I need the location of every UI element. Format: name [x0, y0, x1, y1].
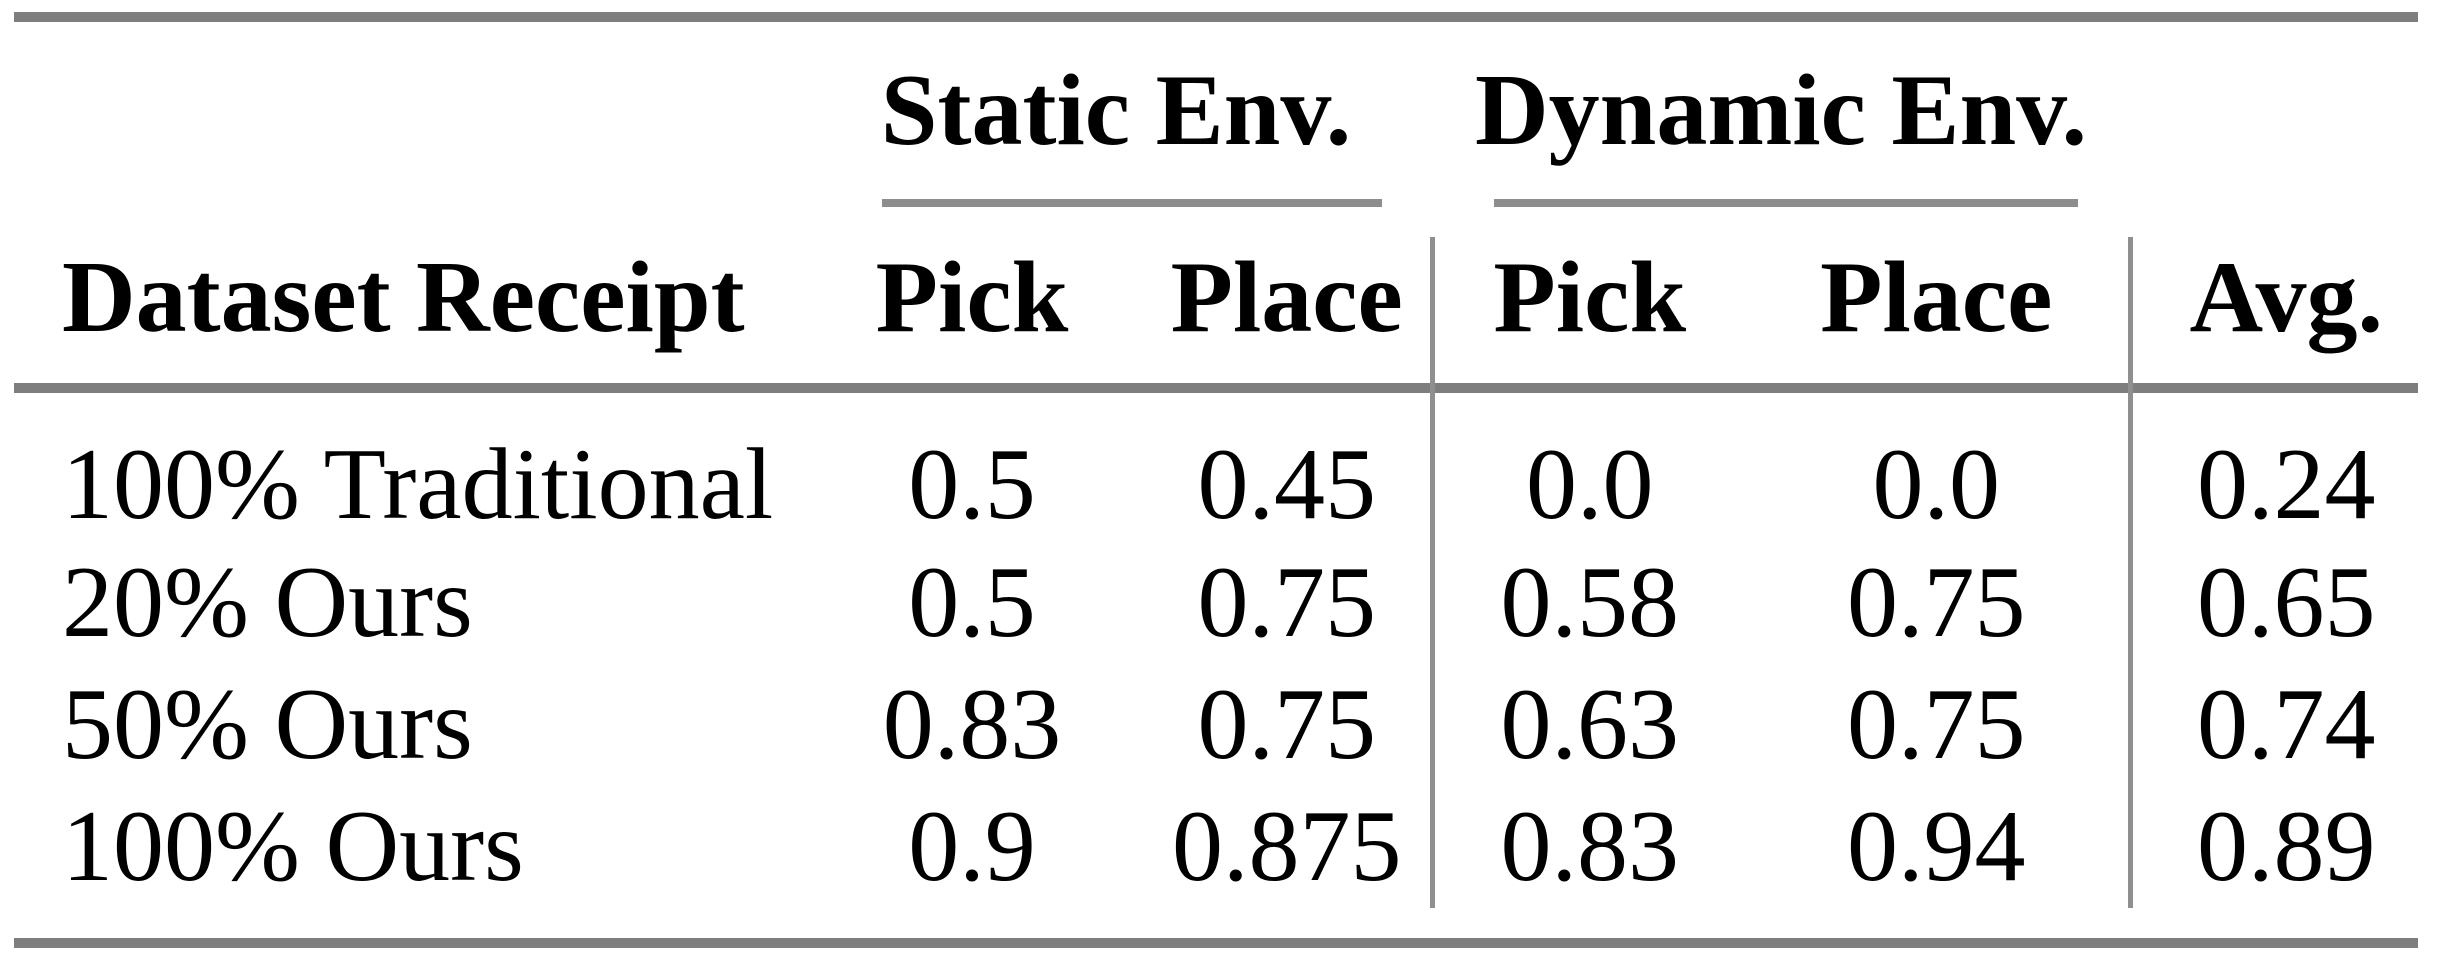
cell-static-place: 0.75 — [1197, 668, 1377, 781]
cell-static-pick: 0.9 — [908, 790, 1036, 903]
table-top-rule — [14, 12, 2418, 22]
table-row: 100% Traditional 0.5 0.45 0.0 0.0 0.24 — [0, 384, 2440, 542]
cell-static-place: 0.875 — [1172, 790, 1402, 903]
cell-dynamic-place: 0.0 — [1872, 428, 2001, 541]
cell-static-pick: 0.83 — [882, 668, 1062, 781]
table-row: 20% Ours 0.5 0.75 0.58 0.75 0.65 — [0, 542, 2440, 664]
row-label: 100% Traditional — [62, 428, 774, 541]
cell-avg: 0.74 — [2127, 664, 2440, 786]
row-label: 100% Ours — [62, 790, 524, 903]
cell-avg: 0.89 — [2127, 786, 2440, 908]
table-row: 100% Ours 0.9 0.875 0.83 0.94 0.89 — [0, 786, 2440, 908]
group-header-dynamic-env-label: Dynamic Env. — [1474, 53, 2088, 167]
cmidrule-static — [882, 199, 1382, 207]
cell-dynamic-place: 0.75 — [1847, 668, 2026, 781]
cell-dynamic-pick: 0.83 — [1429, 786, 1745, 908]
cell-dynamic-place: 0.94 — [1847, 790, 2026, 903]
results-table: Static Env. Dynamic Env. Dataset Receipt… — [0, 22, 2440, 908]
cell-static-place: 0.45 — [1197, 428, 1377, 541]
cell-dynamic-place: 0.75 — [1847, 546, 2026, 659]
cell-static-pick: 0.5 — [908, 546, 1036, 659]
cell-dynamic-pick: 0.63 — [1429, 664, 1745, 786]
cmidrule-dynamic — [1494, 199, 2079, 207]
group-header-static-env-label: Static Env. — [880, 53, 1352, 167]
row-label: 20% Ours — [62, 546, 473, 659]
column-header-dataset-receipt: Dataset Receipt — [62, 240, 745, 354]
cell-static-pick: 0.5 — [908, 428, 1036, 541]
row-label: 50% Ours — [62, 668, 473, 781]
table-header-rule — [14, 383, 2418, 393]
group-header-spacer — [0, 22, 800, 237]
column-header-dynamic-place: Place — [1820, 240, 2053, 354]
cell-avg: 0.24 — [2127, 384, 2440, 542]
group-header-row: Static Env. Dynamic Env. — [0, 22, 2440, 237]
group-header-spacer — [2130, 22, 2440, 237]
cell-static-place: 0.75 — [1197, 546, 1377, 659]
cell-dynamic-pick: 0.0 — [1429, 384, 1745, 542]
group-header-static-env: Static Env. — [800, 22, 1432, 237]
table-row: 50% Ours 0.83 0.75 0.63 0.75 0.74 — [0, 664, 2440, 786]
column-header-static-pick: Pick — [875, 240, 1069, 354]
column-header-static-place: Place — [1170, 240, 1403, 354]
cell-dynamic-pick: 0.58 — [1429, 542, 1745, 664]
table-bottom-rule — [14, 938, 2418, 948]
column-header-row: Dataset Receipt Pick Place Pick Place Av… — [0, 237, 2440, 384]
column-header-avg: Avg. — [2127, 237, 2440, 384]
column-header-dynamic-pick: Pick — [1429, 237, 1745, 384]
group-header-dynamic-env: Dynamic Env. — [1432, 22, 2130, 237]
cell-avg: 0.65 — [2127, 542, 2440, 664]
